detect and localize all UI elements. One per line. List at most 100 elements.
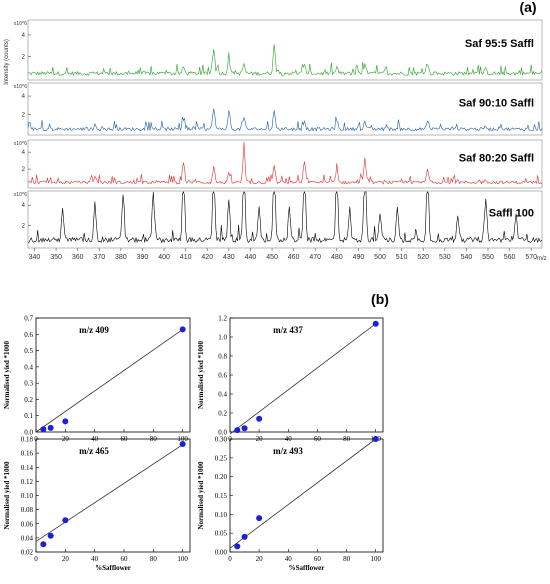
spectrum-y-tick-label: 4 (22, 94, 26, 100)
spectrum-x-tick-label: 570 (525, 254, 537, 261)
y-axis-label: Normalised yied *1000 (3, 461, 11, 530)
plot-frame (35, 317, 191, 433)
spectrum-y-tick-label: 4 (22, 33, 26, 39)
spectrum-x-tick-label: 510 (396, 254, 408, 261)
fit-line (35, 329, 183, 433)
y-tick-label: 0.8 (218, 353, 227, 361)
x-tick-label: 100 (370, 555, 381, 563)
y-tick-label: 0.4 (218, 391, 227, 399)
spectrum-x-tick-label: 450 (266, 254, 278, 261)
spectrum-exponent: x10^6 (14, 21, 27, 27)
y-tick-label: 0.4 (24, 363, 33, 371)
spectrum-x-tick-label: 480 (331, 254, 343, 261)
spectrum-x-tick-label: 560 (504, 254, 516, 261)
x-tick-label: 20 (256, 555, 264, 563)
data-point (62, 517, 69, 524)
spectrum-panel: 2 4 x10^6 Saf 80:20 Saffl (14, 139, 543, 189)
y-tick-label: 0.6 (24, 331, 33, 339)
spectrum-x-tick-label: 530 (439, 254, 451, 261)
y-tick-label: 1.0 (218, 334, 227, 342)
y-tick-label: 0.16 (21, 450, 34, 458)
spectrum-x-tick-label: 490 (353, 254, 365, 261)
y-axis-label: Normalised yied *1000 (3, 340, 11, 409)
spectrum-x-tick-label: 360 (72, 254, 84, 261)
spectrum-panel: 2 4 x10^6 Saffl 100 (14, 190, 543, 249)
chart-title: m/z 437 (273, 325, 303, 335)
spectrum-x-tick-label: 340 (29, 254, 41, 261)
chart-title: m/z 409 (79, 325, 109, 335)
calibration-scatter-plots: 0 20 40 60 80 100 0.0 0.1 0.2 0.3 0.4 0.5 0.6 0.7 Norm… (3, 315, 384, 572)
y-axis-label: Normalised yied *1000 (197, 340, 205, 409)
x-tick-label: 60 (121, 555, 129, 563)
figure-label-a: (a) (519, 0, 536, 15)
x-tick-label: 20 (62, 555, 70, 563)
data-point (47, 424, 54, 431)
spectrum-series-label: Saf 90:10 Saffl (459, 97, 534, 109)
fit-line (229, 323, 376, 435)
mass-spectra-stack: Intensity (counts) m/z 2 4 x10^6 Saf 95:5 S… (4, 19, 547, 262)
data-point (241, 425, 248, 432)
chart-title: m/z 465 (79, 446, 109, 456)
spectrum-y-tick-label: 2 (22, 113, 26, 119)
x-tick-label: 40 (285, 555, 293, 563)
spectrum-x-tick-label: 520 (417, 254, 429, 261)
y-tick-label: 0.14 (21, 464, 34, 472)
spectrum-trace (27, 108, 543, 132)
data-point (47, 532, 54, 539)
data-point (372, 320, 379, 327)
spectrum-panel: 2 4 x10^6 Saf 90:10 Saffl (14, 82, 543, 136)
scatter-chart: 0 20 40 60 80 100 0.00 0.05 0.10 0.15 0.20 0.25 0.30… (197, 436, 384, 572)
data-point (234, 543, 241, 550)
data-point (62, 418, 69, 425)
spectrum-frame (27, 19, 543, 81)
spectrum-x-tick-label: 410 (180, 254, 192, 261)
y-tick-label: 0.0 (218, 429, 227, 437)
y-tick-label: 0.1 (24, 412, 33, 420)
y-tick-label: 0.10 (215, 511, 228, 519)
x-tick-label: 60 (314, 555, 322, 563)
y-tick-label: 0.15 (215, 492, 228, 500)
spectrum-trace (27, 142, 543, 185)
y-axis-label: Normalised yied *1000 (197, 461, 205, 530)
spectrum-exponent: x10^6 (14, 84, 27, 90)
spectrum-series-label: Saf 80:20 Saffl (459, 153, 534, 165)
spectrum-x-tick-label: 550 (482, 254, 494, 261)
spectrum-x-tick-label: 350 (50, 254, 62, 261)
y-tick-label: 0.25 (215, 454, 228, 462)
y-tick-label: 0.5 (24, 347, 33, 355)
y-tick-label: 0.08 (21, 506, 34, 514)
spectrum-y-tick-label: 4 (22, 203, 26, 209)
figure-label-b: (b) (371, 291, 389, 307)
spectrum-y-tick-label: 2 (22, 167, 26, 173)
y-tick-label: 0.2 (24, 396, 33, 404)
spectra-y-label: Intensity (counts) (4, 39, 10, 85)
spectrum-x-tick-label: 540 (461, 254, 473, 261)
data-point (179, 326, 186, 333)
spectrum-exponent: x10^6 (14, 141, 27, 147)
spectrum-x-tick-label: 400 (158, 254, 170, 261)
scatter-chart: 0 20 40 60 80 100 0.02 0.04 0.06 0.08 0.10 0.12 0.14… (3, 436, 191, 572)
data-point (372, 436, 379, 442)
spectrum-y-tick-label: 2 (22, 224, 26, 230)
fit-line (229, 438, 376, 549)
data-point (40, 426, 47, 433)
spectrum-x-tick-label: 500 (374, 254, 386, 261)
spectrum-frame (27, 82, 543, 136)
y-tick-label: 0.04 (21, 534, 34, 542)
spectrum-x-tick-label: 390 (137, 254, 149, 261)
y-tick-label: 0.12 (21, 478, 34, 486)
y-tick-label: 0.18 (21, 436, 34, 444)
spectrum-trace (27, 44, 543, 77)
spectrum-x-tick-label: 430 (223, 254, 235, 261)
data-point (256, 415, 263, 422)
spectrum-series-label: Saffl 100 (489, 208, 534, 220)
x-axis-label: %Safflower (95, 564, 131, 572)
spectrum-x-tick-label: 370 (93, 254, 105, 261)
y-tick-label: 0.02 (21, 549, 34, 557)
y-tick-label: 0.05 (215, 530, 228, 538)
y-tick-label: 0.20 (215, 473, 228, 481)
x-tick-label: 80 (343, 555, 351, 563)
spectrum-x-tick-label: 440 (245, 254, 257, 261)
data-point (179, 440, 186, 447)
